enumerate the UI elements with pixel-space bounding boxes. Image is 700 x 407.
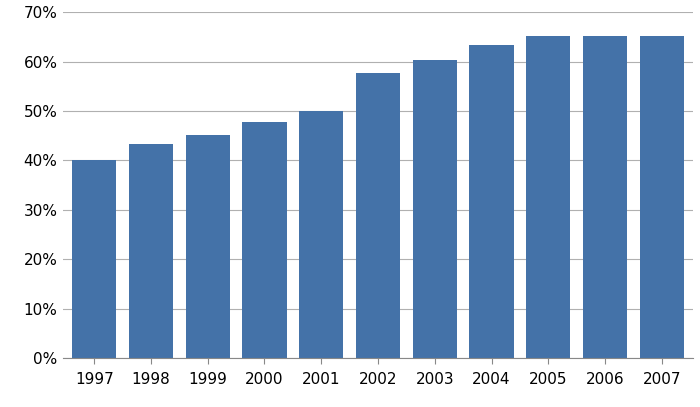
Bar <box>526 36 570 358</box>
Bar <box>129 144 173 358</box>
Bar <box>242 122 286 358</box>
Bar <box>640 36 684 358</box>
Bar <box>412 60 457 358</box>
Bar <box>470 45 514 358</box>
Bar <box>583 36 627 358</box>
Bar <box>356 72 400 358</box>
Bar <box>186 135 230 358</box>
Bar <box>299 111 344 358</box>
Bar <box>72 160 116 358</box>
